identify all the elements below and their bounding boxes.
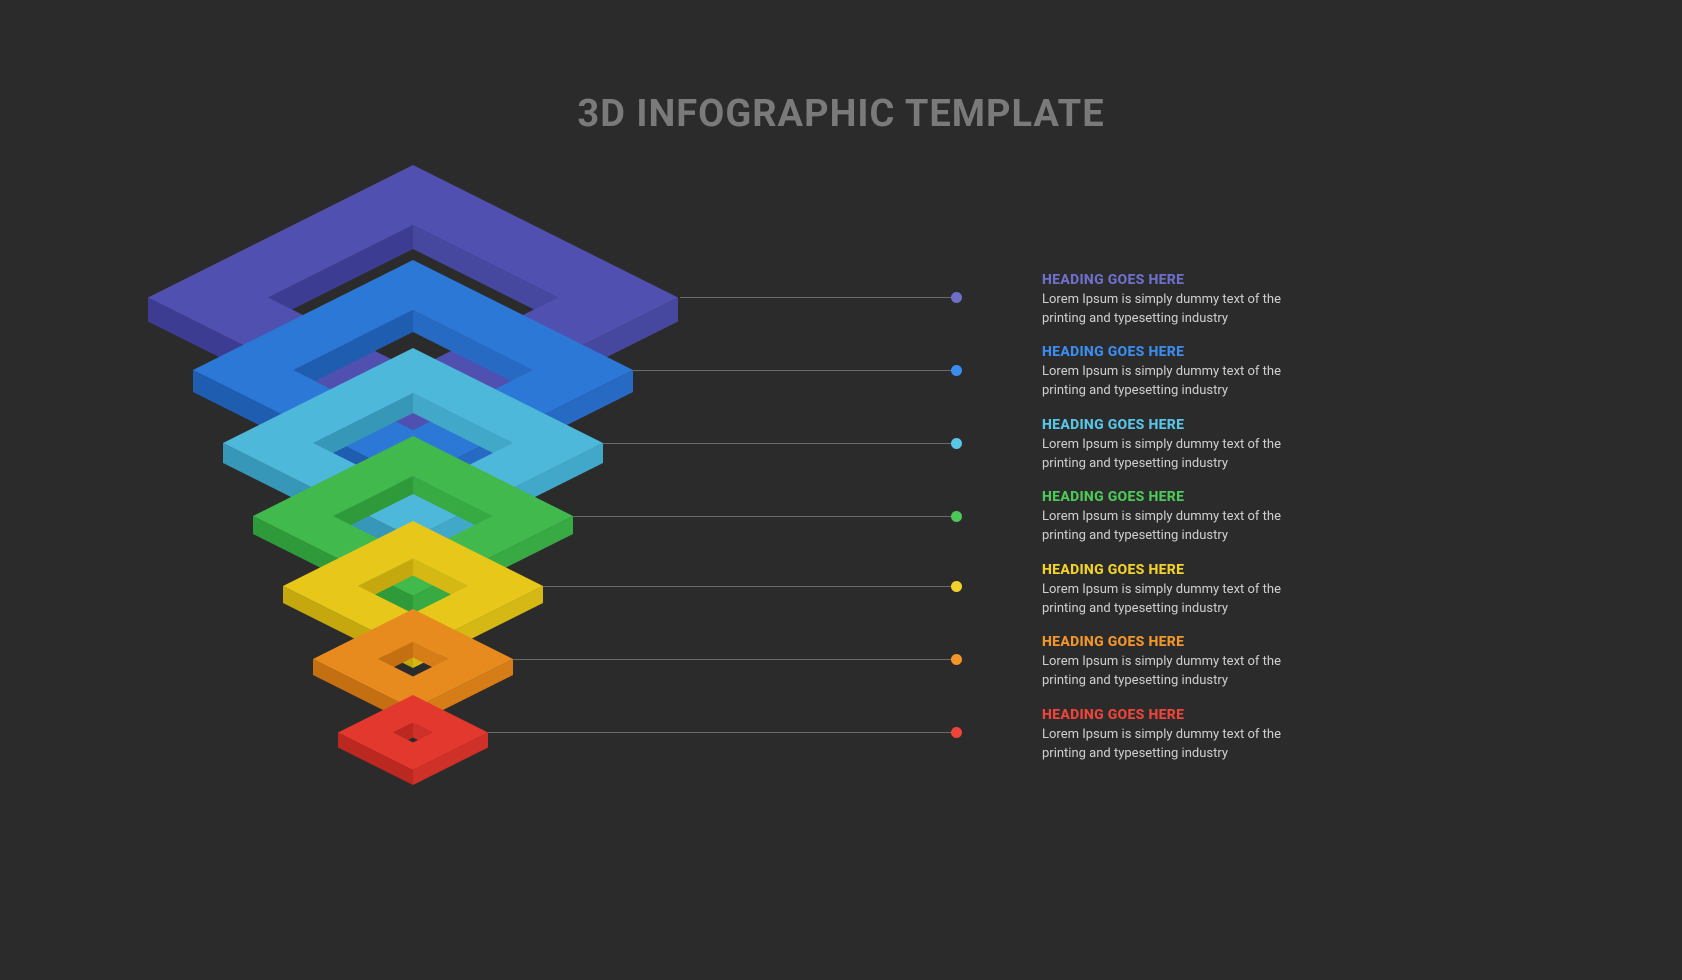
entry-0: HEADING GOES HERE Lorem Ipsum is simply d… [1042, 272, 1302, 329]
connector-3 [573, 516, 956, 517]
bullet-6 [951, 727, 962, 738]
bullet-3 [951, 511, 962, 522]
entry-heading-2: HEADING GOES HERE [1042, 417, 1302, 433]
entry-body-6: Lorem Ipsum is simply dummy text of the … [1042, 726, 1302, 764]
connector-0 [680, 297, 956, 298]
bullet-5 [951, 654, 962, 665]
entry-1: HEADING GOES HERE Lorem Ipsum is simply d… [1042, 344, 1302, 401]
entry-body-3: Lorem Ipsum is simply dummy text of the … [1042, 508, 1302, 546]
entry-body-4: Lorem Ipsum is simply dummy text of the … [1042, 581, 1302, 619]
entry-body-0: Lorem Ipsum is simply dummy text of the … [1042, 291, 1302, 329]
entry-heading-6: HEADING GOES HERE [1042, 707, 1302, 723]
entry-heading-3: HEADING GOES HERE [1042, 489, 1302, 505]
entry-6: HEADING GOES HERE Lorem Ipsum is simply d… [1042, 707, 1302, 764]
entry-heading-0: HEADING GOES HERE [1042, 272, 1302, 288]
entry-5: HEADING GOES HERE Lorem Ipsum is simply d… [1042, 634, 1302, 691]
entry-4: HEADING GOES HERE Lorem Ipsum is simply d… [1042, 562, 1302, 619]
bullet-2 [951, 438, 962, 449]
entry-body-2: Lorem Ipsum is simply dummy text of the … [1042, 436, 1302, 474]
entry-body-1: Lorem Ipsum is simply dummy text of the … [1042, 363, 1302, 401]
connector-6 [488, 732, 956, 733]
bullet-1 [951, 365, 962, 376]
connector-5 [513, 659, 956, 660]
entry-heading-1: HEADING GOES HERE [1042, 344, 1302, 360]
bullet-4 [951, 581, 962, 592]
entry-3: HEADING GOES HERE Lorem Ipsum is simply d… [1042, 489, 1302, 546]
connector-4 [543, 586, 956, 587]
page-title: 3D INFOGRAPHIC TEMPLATE [577, 92, 1104, 136]
entry-body-5: Lorem Ipsum is simply dummy text of the … [1042, 653, 1302, 691]
layer-shape-6 [334, 691, 492, 789]
bullet-0 [951, 292, 962, 303]
entry-heading-4: HEADING GOES HERE [1042, 562, 1302, 578]
entry-2: HEADING GOES HERE Lorem Ipsum is simply d… [1042, 417, 1302, 474]
entry-heading-5: HEADING GOES HERE [1042, 634, 1302, 650]
